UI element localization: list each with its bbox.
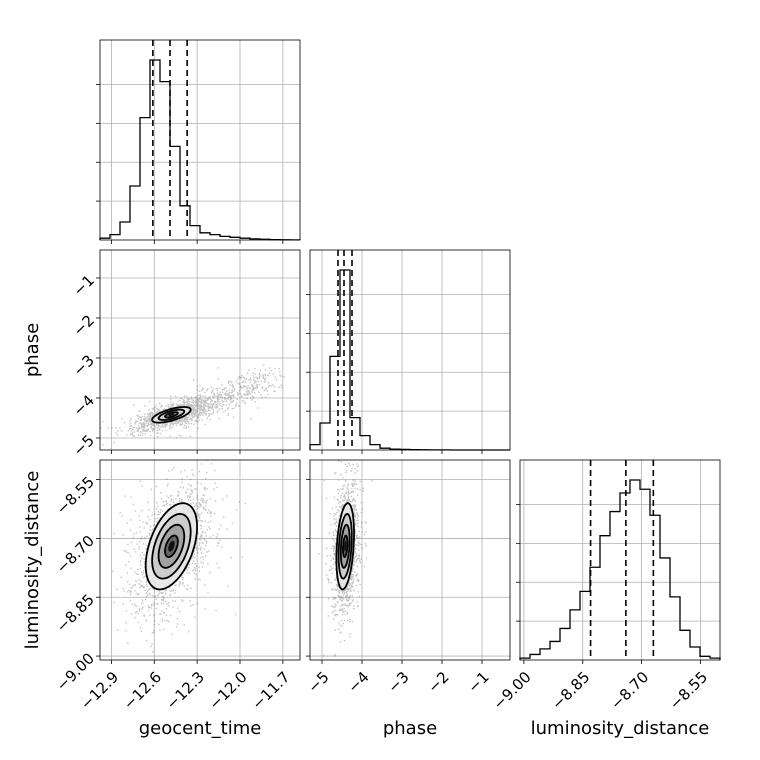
y-tick-label: −2 xyxy=(70,311,98,339)
pair-data xyxy=(100,364,285,446)
sample-points xyxy=(112,460,246,653)
x-tick-label: −12.6 xyxy=(120,668,165,713)
x-tick-label: −9.00 xyxy=(489,668,534,713)
x-tick-label: −2 xyxy=(424,668,452,696)
density-peak xyxy=(344,540,347,552)
pair-data xyxy=(318,460,373,657)
density-peak xyxy=(168,540,175,552)
x-tick-label: −5 xyxy=(304,668,332,696)
histogram-geocent_time xyxy=(99,59,301,241)
x-tick-label: −8.85 xyxy=(548,668,593,713)
contour-line xyxy=(337,512,353,580)
x-tick-label: −4 xyxy=(344,668,372,696)
marginal-panel-geocent_time xyxy=(96,39,301,244)
x-tick-label: −12.0 xyxy=(206,668,251,713)
x-tick-label: −8.70 xyxy=(607,668,652,713)
panel-frame xyxy=(309,249,511,451)
y-tick-label: −8.55 xyxy=(53,473,98,518)
contour-line xyxy=(164,534,179,559)
marginal-panel-phase xyxy=(306,249,511,454)
histogram-phase xyxy=(309,269,510,451)
pair-panel-geocent_time-luminosity_distance xyxy=(96,459,301,664)
sample-points xyxy=(100,364,285,446)
panel-frame xyxy=(99,459,301,661)
histogram-luminosity_distance xyxy=(519,479,721,660)
y-axis-label-phase: phase xyxy=(22,323,43,377)
pair-panel-phase-luminosity_distance xyxy=(306,459,511,664)
y-tick-label: −8.85 xyxy=(53,591,98,636)
y-tick-label: −5 xyxy=(70,431,98,459)
x-axis-label-luminosity_distance: luminosity_distance xyxy=(531,718,710,739)
y-tick-label: −1 xyxy=(70,271,98,299)
y-axis-label-luminosity_distance: luminosity_distance xyxy=(22,471,43,650)
contour-line xyxy=(342,534,349,559)
marginal-panel-luminosity_distance xyxy=(516,459,721,664)
contour-line xyxy=(151,406,192,424)
x-tick-label: −12.3 xyxy=(163,668,208,713)
x-tick-label: −1 xyxy=(464,668,492,696)
x-axis-label-phase: phase xyxy=(383,718,437,739)
panel-frame xyxy=(99,249,301,451)
contour-line xyxy=(164,411,179,419)
x-tick-label: −11.7 xyxy=(248,668,293,713)
panel-frame xyxy=(99,39,301,241)
y-tick-label: −3 xyxy=(70,351,98,379)
contour-line xyxy=(335,502,355,591)
panel-frame xyxy=(309,459,511,661)
contour-line xyxy=(151,512,192,580)
density-peak xyxy=(168,413,175,417)
y-tick-label: −4 xyxy=(70,391,98,419)
panel-frame xyxy=(519,459,721,661)
x-axis-label-geocent_time: geocent_time xyxy=(139,718,262,739)
pair-panel-geocent_time-phase xyxy=(96,249,301,454)
contour-line xyxy=(339,523,351,569)
contour-line xyxy=(157,523,186,569)
pair-data xyxy=(112,460,246,653)
y-tick-label: −8.70 xyxy=(53,532,98,577)
x-tick-label: −8.55 xyxy=(666,668,711,713)
x-tick-label: −3 xyxy=(384,668,412,696)
contour-line xyxy=(144,502,199,591)
contour-line xyxy=(157,408,186,421)
